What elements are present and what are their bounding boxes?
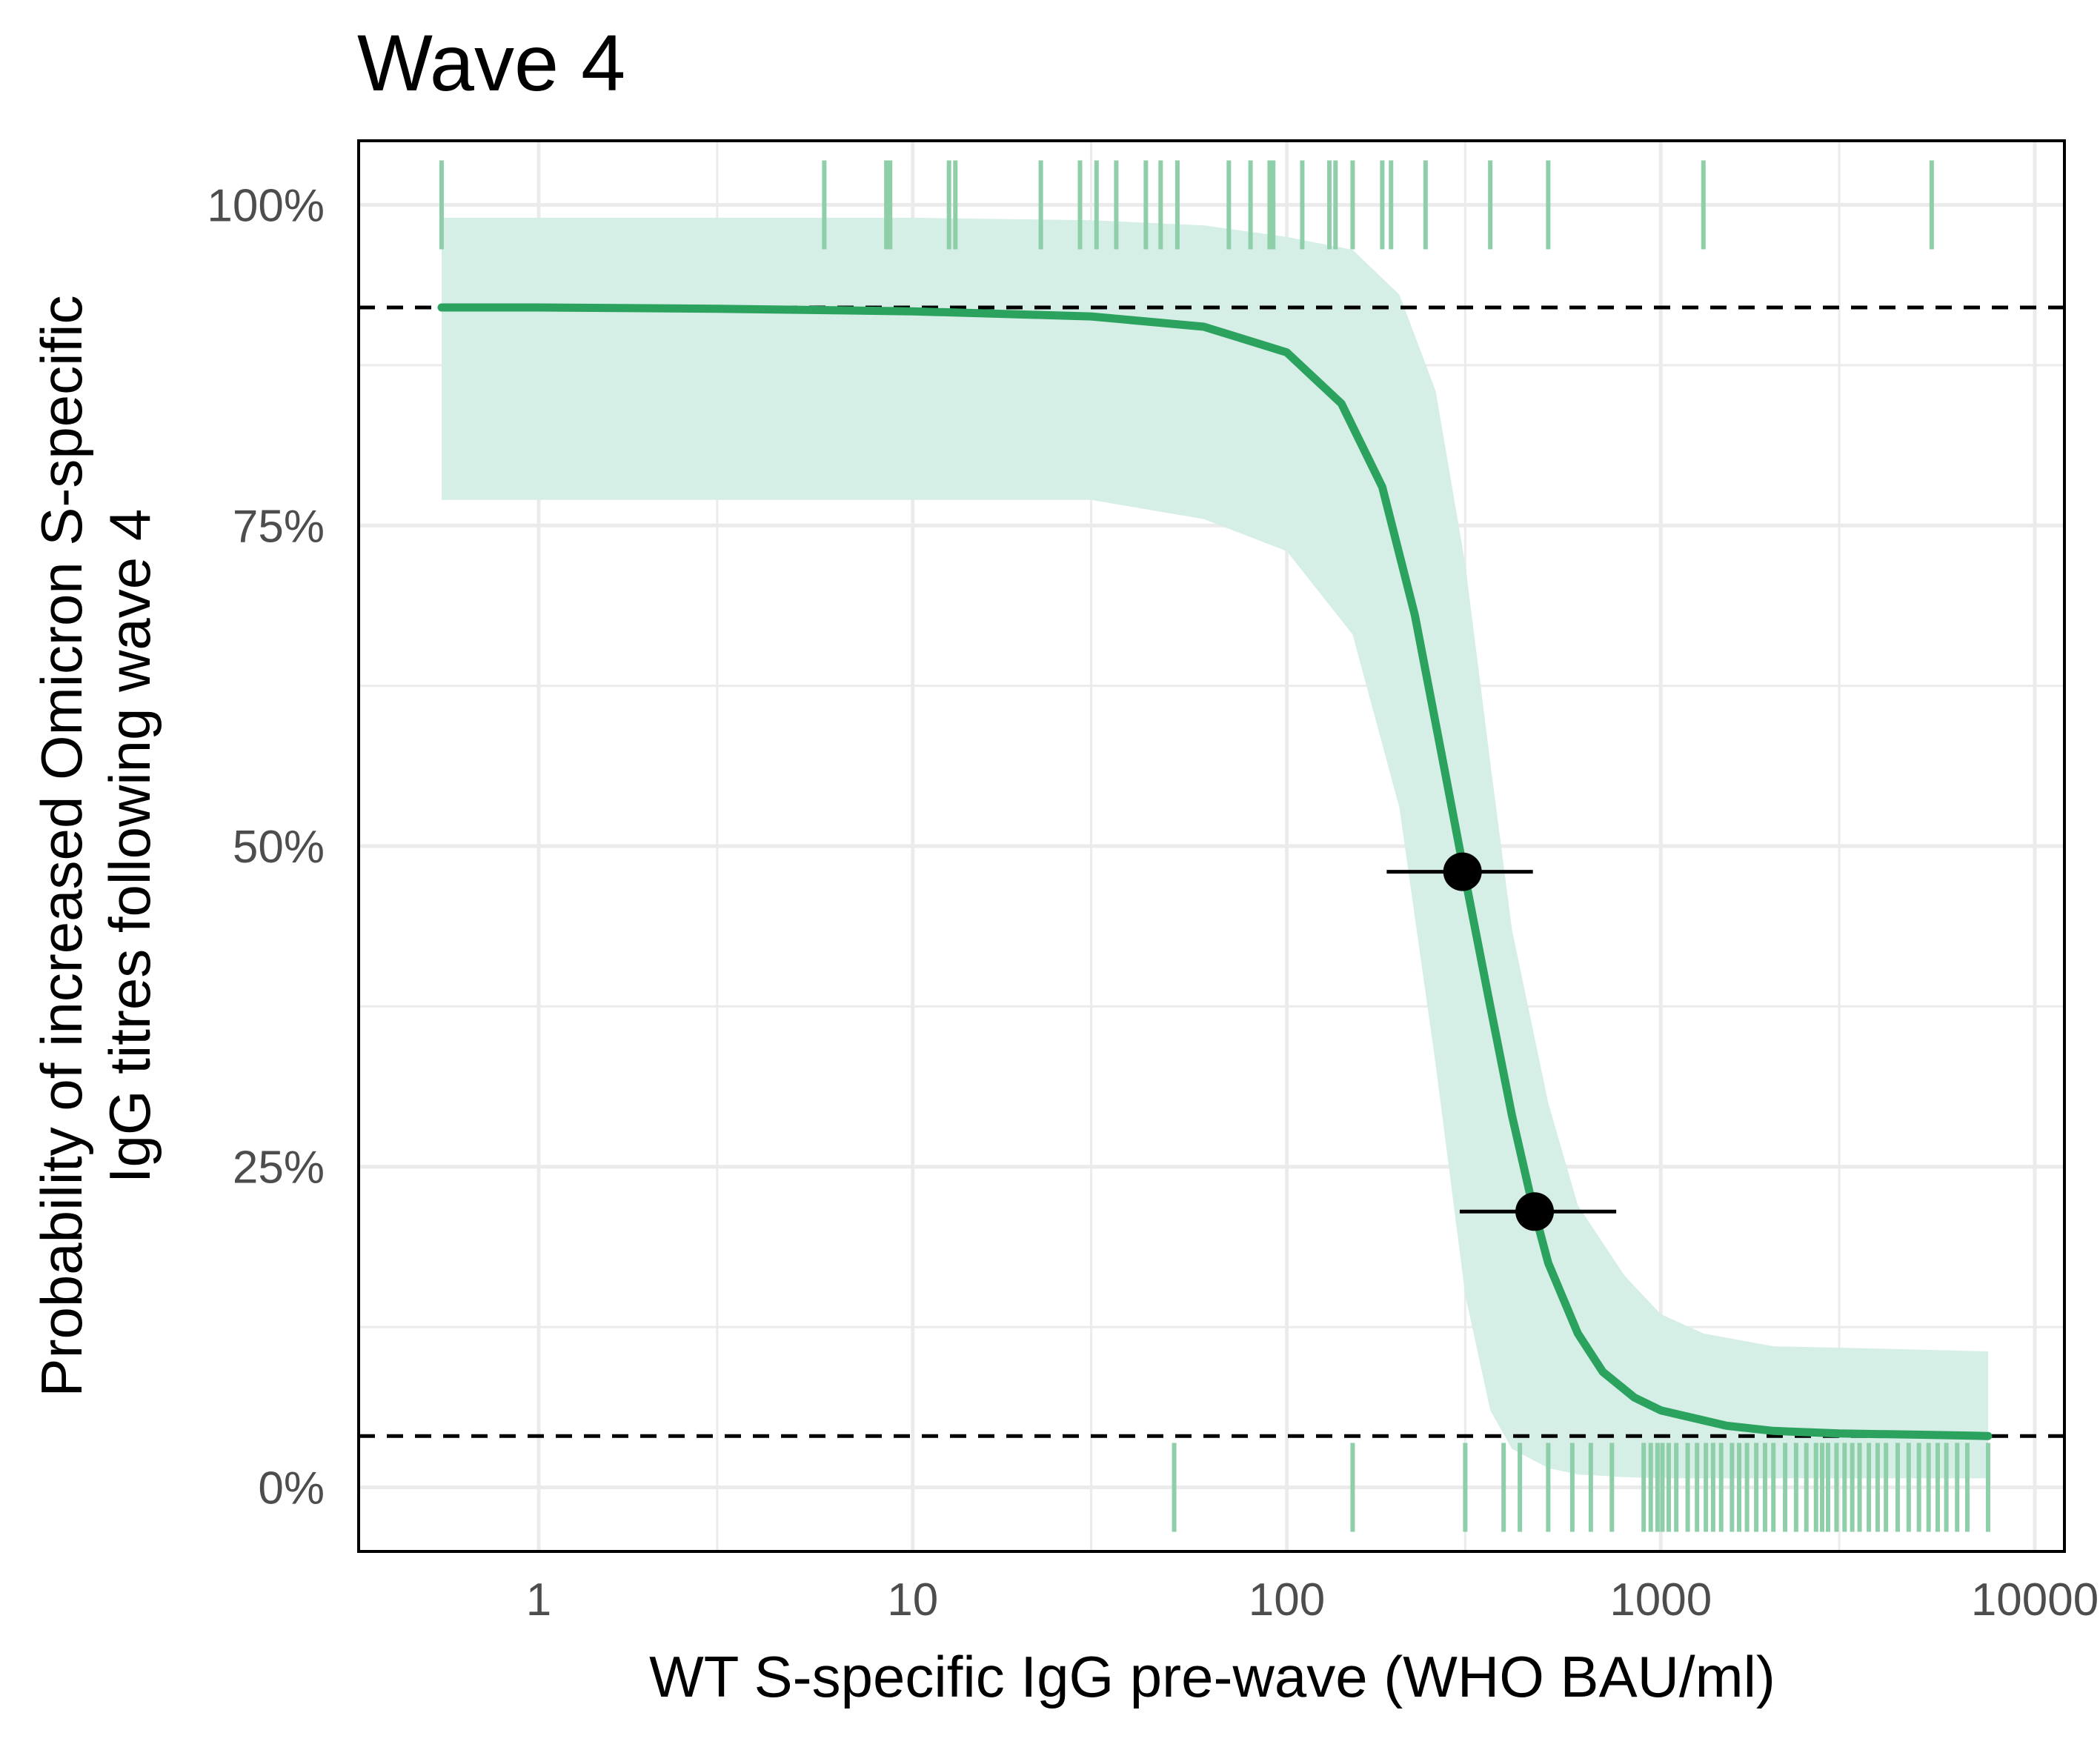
y-tick-label: 50% xyxy=(233,822,325,873)
y-axis-title-line-1: Probability of increased Omicron S-speci… xyxy=(29,296,94,1397)
grid-lines xyxy=(359,141,2064,1551)
x-tick-label: 100 xyxy=(1249,1574,1325,1626)
estimate-point xyxy=(1515,1192,1555,1231)
fitted-curve xyxy=(437,303,1993,1440)
x-tick-label: 10 xyxy=(887,1574,938,1626)
estimate-point xyxy=(1443,852,1482,891)
y-axis-title-line-2: IgG titres following wave 4 xyxy=(97,509,162,1183)
confidence-band-group xyxy=(442,217,1988,1479)
y-tick-label: 0% xyxy=(258,1463,325,1514)
rug-marks-group xyxy=(439,160,1990,1532)
x-tick-label: 10000 xyxy=(1971,1574,2099,1626)
x-tick-label: 1 xyxy=(526,1574,551,1626)
confidence-band xyxy=(442,217,1988,1479)
x-axis-title: WT S-specific IgG pre-wave (WHO BAU/ml) xyxy=(649,1644,1775,1709)
y-axis-title: Probability of increased Omicron S-speci… xyxy=(29,296,162,1397)
y-tick-label: 75% xyxy=(233,501,325,552)
y-tick-label: 100% xyxy=(207,181,325,232)
y-tick-labels: 0% 25% 50% 75% 100% xyxy=(207,181,325,1514)
x-tick-labels: 1 10 100 1000 10000 xyxy=(526,1574,2099,1626)
x-tick-label: 1000 xyxy=(1609,1574,1712,1626)
fitted-curve-group xyxy=(437,303,1993,1440)
estimate-points-group xyxy=(1386,852,1617,1231)
plot-panel-border xyxy=(357,139,2066,1553)
y-tick-label: 25% xyxy=(233,1142,325,1194)
chart-title: Wave 4 xyxy=(357,18,625,107)
